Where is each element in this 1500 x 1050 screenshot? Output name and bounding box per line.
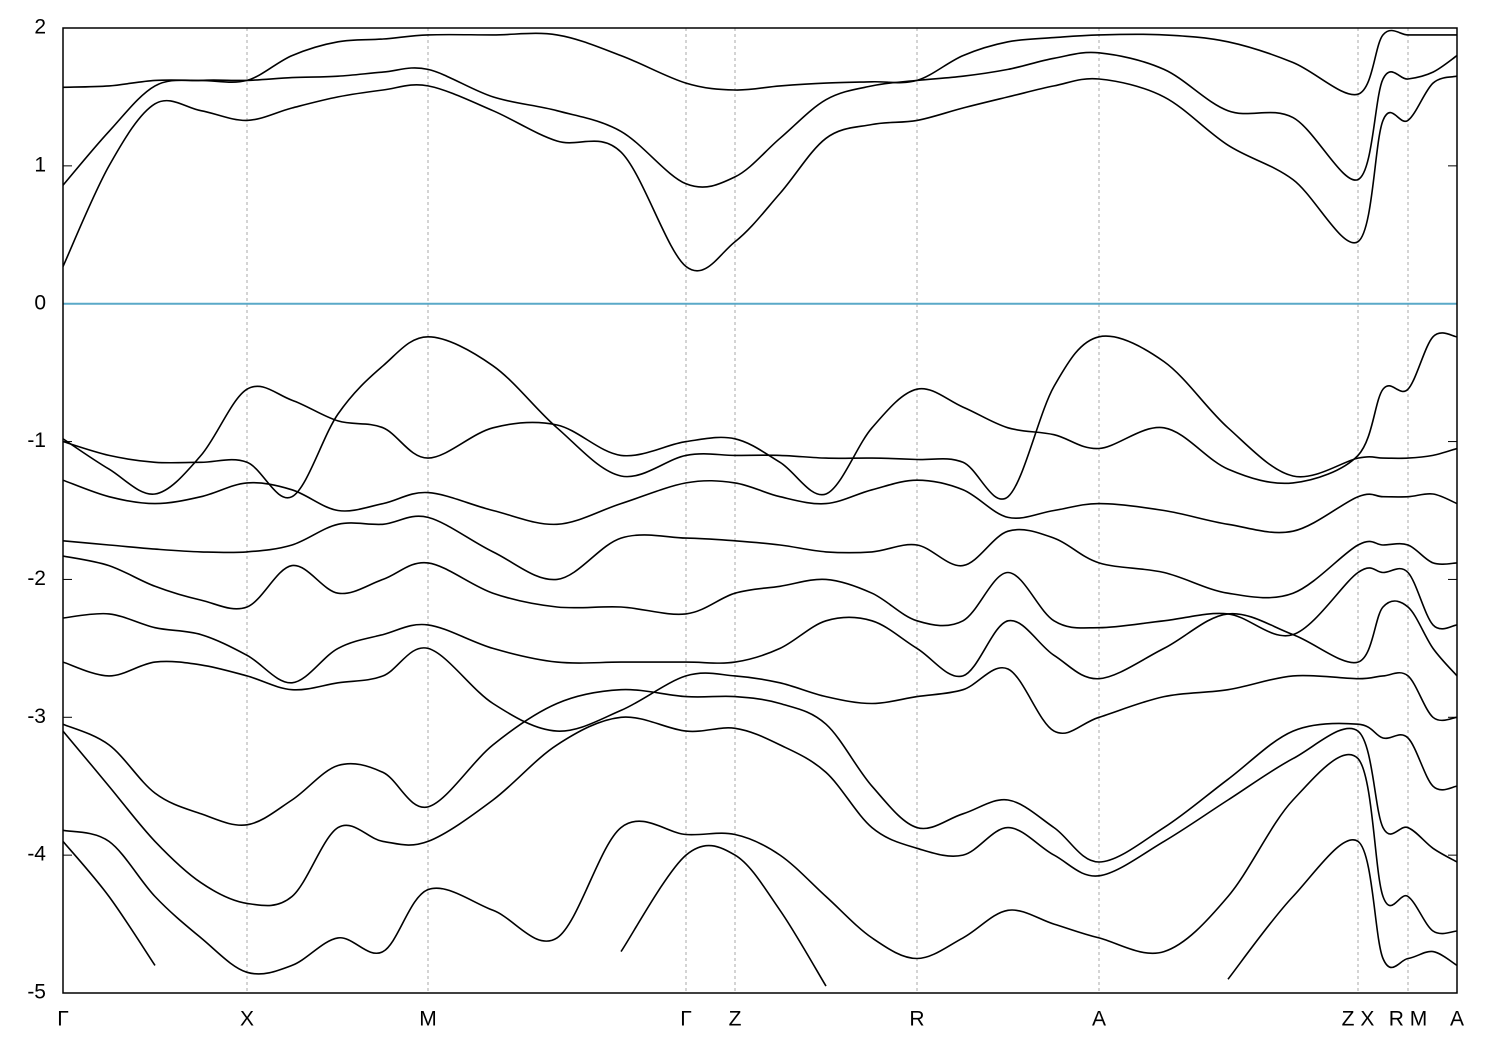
- band-line: [63, 29, 1457, 96]
- x-tick-label: M: [419, 1008, 437, 1031]
- x-tick-label: R M: [1389, 1008, 1428, 1031]
- axis-labels: -5 -4 -3 -2 -1 0 1 2 Γ X M Γ Z R A Z X R M A: [27, 16, 1464, 1031]
- band-line: [63, 753, 1457, 975]
- y-tick-label: 0: [34, 291, 46, 314]
- band-line: [63, 839, 1457, 987]
- y-tick-label: -3: [27, 705, 46, 728]
- x-tick-label: A: [1092, 1008, 1106, 1031]
- band-line: [63, 479, 1457, 534]
- band-line: [63, 335, 1457, 500]
- band-line: [63, 555, 1457, 637]
- x-tick-label: Γ: [57, 1008, 69, 1031]
- band-line: [63, 716, 1457, 907]
- y-tick-label: 2: [34, 16, 46, 39]
- x-tick-label: Z: [729, 1008, 742, 1031]
- x-tick-label: Γ: [680, 1008, 692, 1031]
- band-line: [63, 332, 1457, 496]
- band-line: [63, 688, 1457, 863]
- x-tick-label: R: [909, 1008, 924, 1031]
- plot-frame: [62, 27, 1458, 994]
- y-tick-label: -4: [27, 843, 46, 866]
- band-line: [63, 515, 1457, 599]
- band-line: [63, 75, 1457, 272]
- band-line: [63, 600, 1457, 684]
- band-line: [63, 51, 1457, 188]
- y-tick-label: -1: [27, 429, 46, 452]
- y-tick-label: 1: [34, 153, 46, 176]
- x-tick-label: A: [1450, 1008, 1464, 1031]
- y-tick-label: -5: [27, 981, 46, 1004]
- x-tick-label: Z X: [1342, 1008, 1375, 1031]
- grid: [62, 27, 1458, 994]
- x-tick-label: X: [240, 1008, 254, 1031]
- bands: [63, 29, 1457, 987]
- band-line: [63, 647, 1457, 734]
- y-tick-label: -2: [27, 567, 46, 590]
